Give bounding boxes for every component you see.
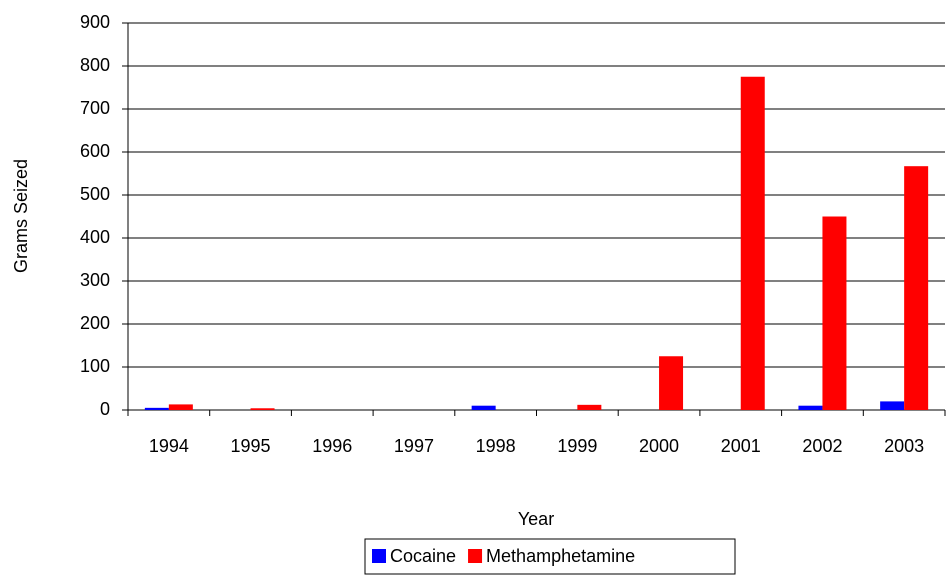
bar xyxy=(880,401,905,410)
bar xyxy=(822,216,847,410)
y-tick-label: 800 xyxy=(80,55,110,75)
bar xyxy=(471,405,496,410)
bar xyxy=(904,166,929,410)
legend-label: Cocaine xyxy=(390,546,456,566)
x-tick-label: 1996 xyxy=(312,436,352,456)
y-tick-label: 0 xyxy=(100,399,110,419)
y-tick-label: 500 xyxy=(80,184,110,204)
bar xyxy=(659,356,684,410)
x-tick-label: 2001 xyxy=(721,436,761,456)
x-tick-label: 2002 xyxy=(802,436,842,456)
y-tick-label: 300 xyxy=(80,270,110,290)
x-tick-label: 1999 xyxy=(557,436,597,456)
legend-swatch xyxy=(372,549,386,563)
legend-swatch xyxy=(468,549,483,563)
y-tick-label: 700 xyxy=(80,98,110,118)
bar xyxy=(168,404,193,410)
y-tick-label: 600 xyxy=(80,141,110,161)
y-tick-label: 200 xyxy=(80,313,110,333)
y-tick-label: 400 xyxy=(80,227,110,247)
y-tick-label: 100 xyxy=(80,356,110,376)
legend-label: Methamphetamine xyxy=(486,546,635,566)
x-tick-label: 2000 xyxy=(639,436,679,456)
x-tick-label: 1994 xyxy=(149,436,189,456)
bar xyxy=(798,405,823,410)
bar xyxy=(577,404,602,410)
legend-box xyxy=(364,538,736,575)
y-tick-label: 900 xyxy=(80,12,110,32)
x-tick-label: 1998 xyxy=(476,436,516,456)
bar xyxy=(740,76,765,410)
x-tick-label: 1997 xyxy=(394,436,434,456)
bar xyxy=(144,407,169,410)
x-tick-label: 2003 xyxy=(884,436,924,456)
bar xyxy=(250,408,275,410)
x-tick-label: 1995 xyxy=(231,436,271,456)
x-axis-label: Year xyxy=(518,509,554,529)
y-axis-label: Grams Seized xyxy=(11,159,31,273)
